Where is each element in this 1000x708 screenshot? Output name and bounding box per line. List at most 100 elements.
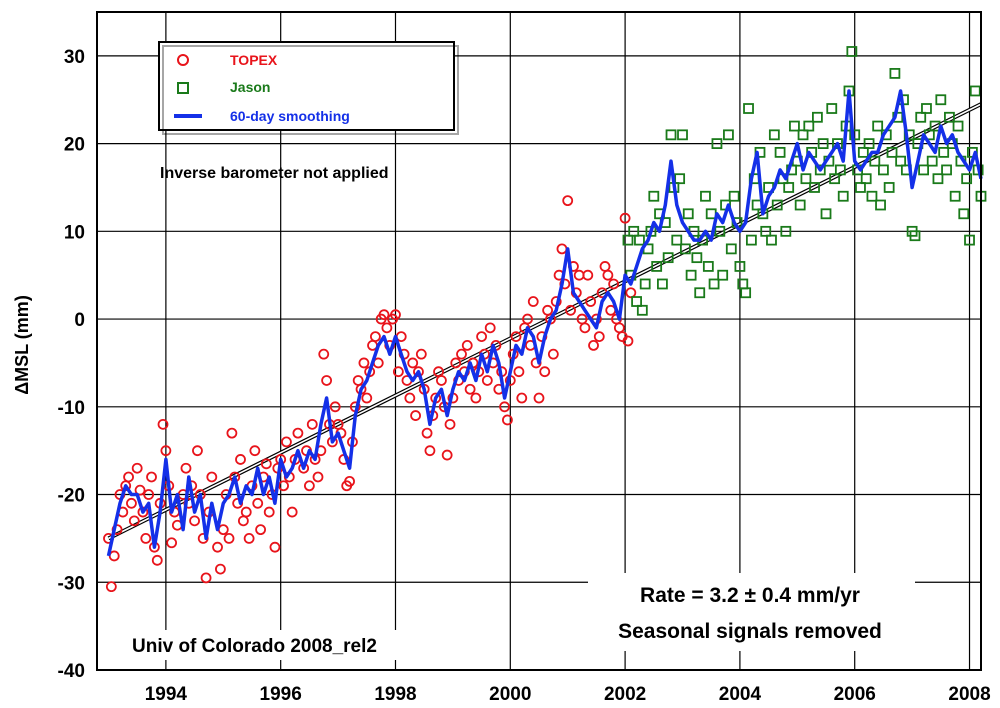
annotation-source: Univ of Colorado 2008_rel2 xyxy=(132,636,377,657)
legend-jason-label: Jason xyxy=(230,79,270,95)
jason-point xyxy=(679,243,691,255)
jason-point xyxy=(812,111,823,123)
jason-point xyxy=(826,103,838,114)
topex-point xyxy=(608,278,620,290)
jason-point xyxy=(780,225,792,237)
topex-point xyxy=(157,418,169,430)
topex-point xyxy=(441,449,453,461)
x-tick-label: 2006 xyxy=(834,684,876,705)
jason-point xyxy=(837,190,849,202)
jason-point xyxy=(794,199,806,211)
topex-point xyxy=(404,392,416,404)
topex-point xyxy=(513,366,525,378)
legend-jason-marker xyxy=(177,82,189,94)
topex-point xyxy=(579,322,591,334)
jason-point xyxy=(789,120,800,132)
jason-point xyxy=(866,190,878,202)
jason-point xyxy=(665,129,677,141)
topex-point xyxy=(260,458,272,470)
topex-point xyxy=(361,392,373,404)
jason-point xyxy=(958,208,970,220)
annotation-rate: Rate = 3.2 ± 0.4 mm/yr xyxy=(640,584,860,607)
jason-point xyxy=(723,129,734,141)
jason-point xyxy=(964,234,975,246)
jason-point xyxy=(734,261,746,272)
annotation-seasonal: Seasonal signals removed xyxy=(618,620,882,643)
jason-point xyxy=(800,173,812,185)
jason-point xyxy=(651,261,663,272)
topex-point xyxy=(128,515,140,527)
x-tick-label: 1994 xyxy=(145,684,188,705)
topex-point xyxy=(292,427,304,439)
topex-point xyxy=(381,322,393,334)
topex-point xyxy=(484,322,496,334)
jason-point xyxy=(725,243,737,255)
topex-point xyxy=(392,366,404,378)
jason-point xyxy=(702,261,714,272)
topex-point xyxy=(588,339,599,351)
rate-box xyxy=(588,573,915,651)
jason-point xyxy=(952,120,964,132)
topex-point xyxy=(312,471,324,483)
jason-point xyxy=(829,173,841,185)
jason-point xyxy=(860,173,872,185)
topex-point xyxy=(151,554,163,566)
topex-point xyxy=(318,348,330,360)
jason-point xyxy=(774,146,786,158)
jason-point xyxy=(820,208,832,220)
jason-point xyxy=(926,155,938,167)
topex-point xyxy=(476,331,487,343)
jason-point xyxy=(915,111,927,123)
x-tick-label: 1998 xyxy=(374,684,416,705)
topex-point xyxy=(464,383,476,395)
topex-point xyxy=(547,348,559,360)
topex-point xyxy=(510,331,522,343)
topex-point xyxy=(143,489,155,500)
jason-point xyxy=(944,111,955,123)
topex-point xyxy=(126,497,137,509)
jason-point xyxy=(834,164,846,176)
jason-point xyxy=(797,129,809,141)
jason-point xyxy=(708,278,720,290)
jason-point xyxy=(921,103,932,114)
topex-point xyxy=(189,515,200,527)
topex-point xyxy=(192,445,203,457)
topex-point xyxy=(533,392,545,404)
topex-point xyxy=(134,484,146,496)
jason-point xyxy=(895,155,907,167)
topex-point xyxy=(215,563,226,575)
jason-point xyxy=(938,146,950,158)
jason-point xyxy=(889,68,901,79)
topex-point xyxy=(378,309,390,321)
jason-point xyxy=(714,225,726,237)
topex-point xyxy=(329,401,341,413)
jason-point xyxy=(728,190,740,202)
topex-point xyxy=(562,195,574,207)
topex-point xyxy=(131,462,143,474)
jason-point xyxy=(682,208,694,220)
x-tick-label: 2000 xyxy=(489,684,531,705)
topex-point xyxy=(286,506,298,518)
jason-point xyxy=(740,287,752,299)
topex-point xyxy=(436,375,447,386)
plot-frame xyxy=(96,11,982,671)
jason-point xyxy=(883,182,895,193)
topex-point xyxy=(146,471,157,483)
legend: TOPEX Jason 60-day smoothing xyxy=(158,41,459,135)
jason-point xyxy=(909,230,921,242)
jason-point xyxy=(677,129,688,141)
jason-point xyxy=(918,164,929,176)
topex-point xyxy=(527,296,539,307)
jason-point xyxy=(961,173,973,185)
jason-point xyxy=(855,182,866,193)
x-tick-label: 1996 xyxy=(260,684,302,705)
topex-point xyxy=(263,506,275,518)
x-tick-label: 2004 xyxy=(719,684,762,705)
jason-point xyxy=(935,94,947,106)
topex-point xyxy=(235,454,246,465)
topex-point xyxy=(565,304,576,316)
x-tick-label: 2002 xyxy=(604,684,646,705)
topex-point xyxy=(166,537,178,549)
topex-point xyxy=(160,445,172,457)
jason-point xyxy=(691,252,703,264)
